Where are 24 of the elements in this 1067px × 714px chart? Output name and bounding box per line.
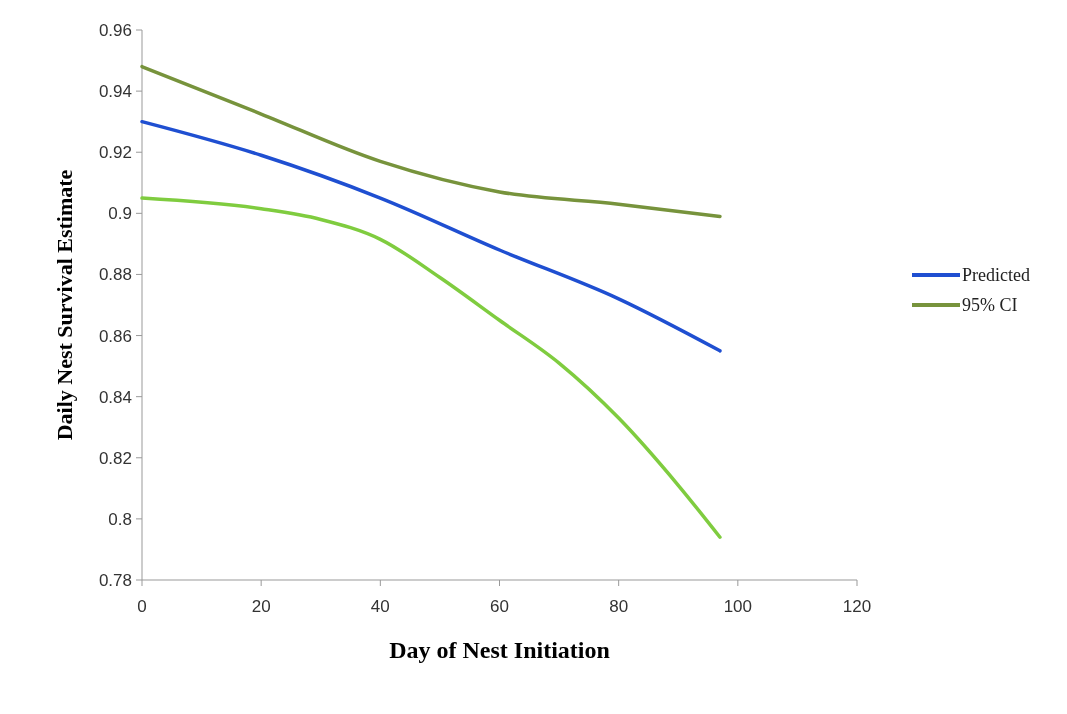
- y-tick-label: 0.78: [98, 570, 132, 590]
- legend-label: 95% CI: [962, 295, 1018, 316]
- y-tick-label: 0.9: [108, 204, 132, 224]
- line-series: [140, 64, 722, 219]
- x-tick-label: 60: [490, 597, 509, 616]
- y-tick-label: 0.82: [98, 448, 132, 468]
- x-tick-label: 120: [842, 597, 872, 616]
- x-tick-label: 80: [609, 597, 629, 616]
- y-tick-label: 0.84: [98, 387, 132, 407]
- x-tick-label: 100: [723, 597, 753, 616]
- x-tick-label: 40: [370, 597, 390, 616]
- line-series: [140, 119, 722, 353]
- y-tick-label: 0.86: [98, 326, 132, 346]
- y-axis-title: Daily Nest Survival Estimate: [52, 169, 77, 441]
- y-tick-label: 0.8: [108, 509, 132, 529]
- x-axis-title: Day of Nest Initiation: [389, 637, 610, 663]
- y-tick-label: 0.92: [98, 143, 132, 163]
- y-tick-label: 0.96: [98, 20, 132, 40]
- x-tick-label: 0: [137, 597, 147, 616]
- y-tick-label: 0.94: [98, 82, 132, 102]
- line-series: [140, 196, 722, 539]
- x-tick-label: 20: [251, 597, 271, 616]
- y-tick-label: 0.88: [98, 265, 132, 285]
- legend-label: Predicted: [962, 265, 1030, 286]
